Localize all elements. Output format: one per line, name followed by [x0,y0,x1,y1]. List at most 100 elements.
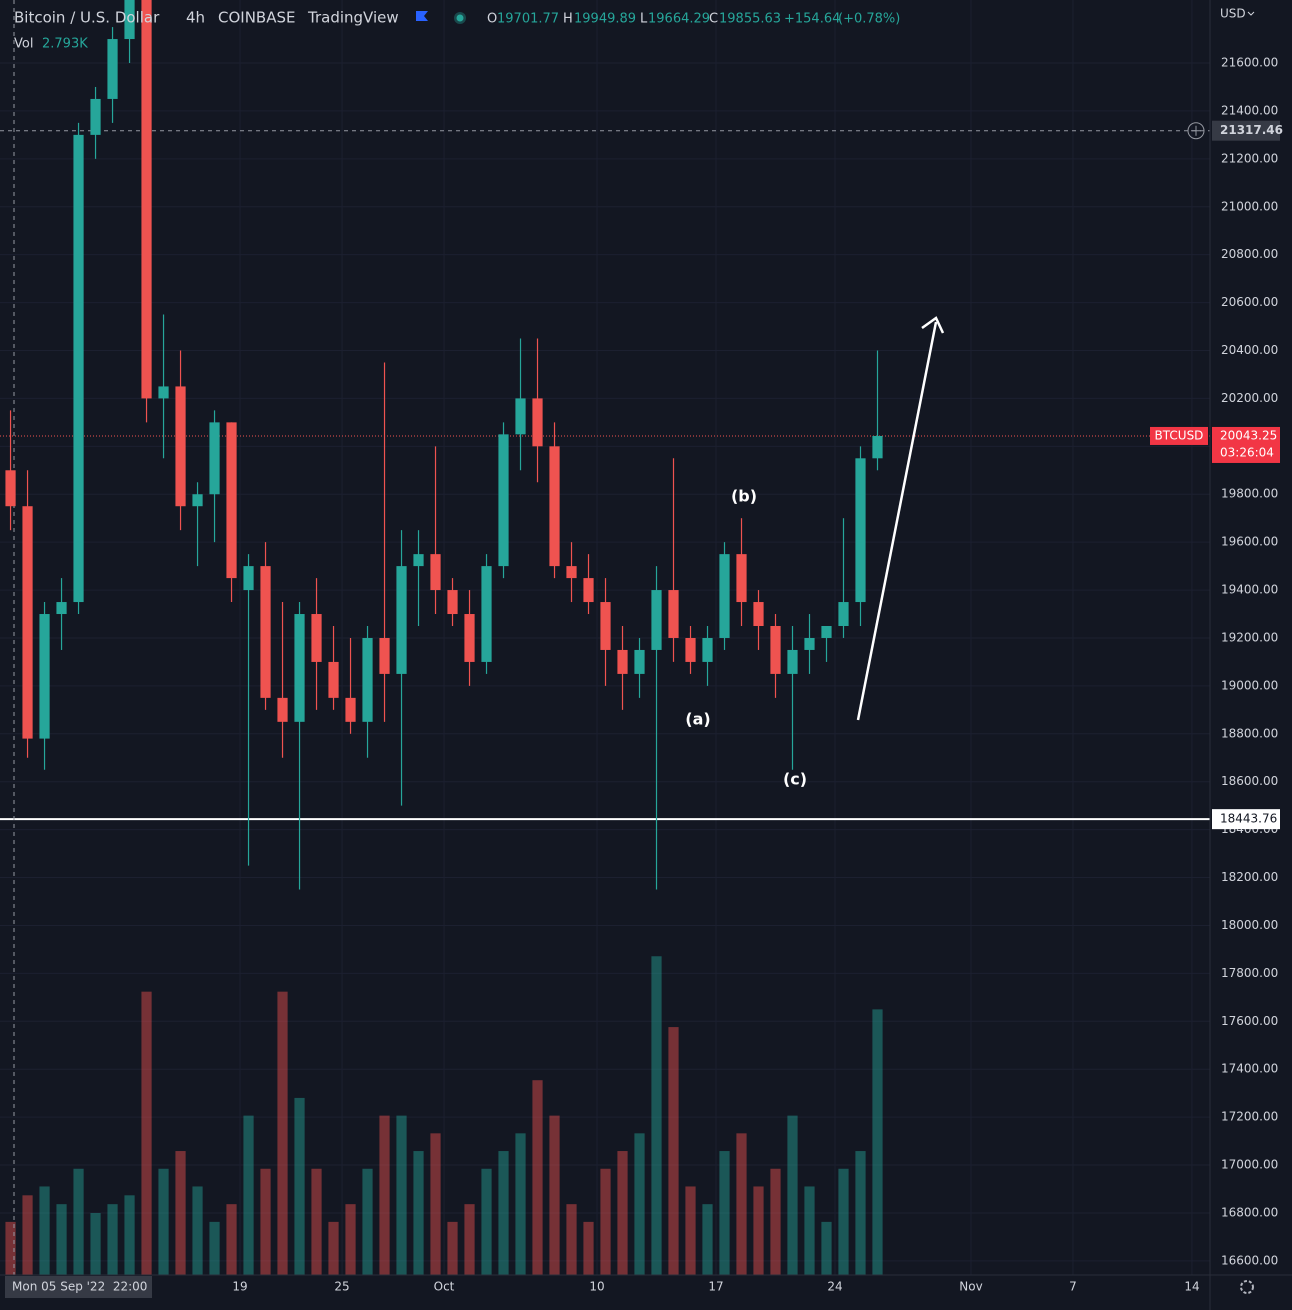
ohlc-key: H [563,12,573,27]
arrow [856,321,938,721]
volume-bar [566,1204,577,1275]
add-button[interactable] [1187,122,1205,140]
ohlc-value: 19664.29 [648,12,710,27]
y-tick-label: 19000.00 [1221,678,1278,692]
candle-body [175,386,186,507]
candle-body [158,386,169,399]
volume-bar [430,1133,441,1275]
crosshair-price-box [1212,120,1280,141]
volume-bar [498,1151,509,1275]
candle-body [719,554,730,638]
y-tick-label: 20800.00 [1221,247,1278,261]
volume-bar [821,1221,832,1275]
volume-bar [634,1133,645,1275]
ohlc-key: L [640,12,648,27]
add-button-plus [1191,125,1201,136]
volume-bar [260,1168,271,1275]
candle-body [124,0,135,40]
y-tick-label: 19800.00 [1221,487,1278,501]
volume-bar [158,1168,169,1275]
volume-bar [413,1151,424,1275]
x-tick-label: 25 [334,1280,349,1294]
candle-body [90,98,101,135]
y-tick-label: 21400.00 [1221,103,1278,117]
x-tick-label: 19 [232,1280,247,1294]
status-dot [456,14,464,22]
y-tick-label: 18800.00 [1221,726,1278,740]
candle-body [770,626,781,674]
volume-bar [294,1097,305,1275]
y-tick-label: 17600.00 [1221,1014,1278,1028]
candle-body [583,578,594,603]
x-tick-label: Oct [434,1280,455,1294]
x-tick-label: 7 [1069,1280,1077,1294]
candle-body [736,554,747,603]
y-tick-label: 17400.00 [1221,1062,1278,1076]
volume-bar [192,1186,203,1275]
annotation: (b) [731,487,757,506]
y-tick-label: 16800.00 [1221,1205,1278,1219]
change: +154.64 [784,12,840,27]
candle-body [600,602,611,650]
symbol-title: Bitcoin / U.S. Dollar [14,9,160,27]
volume-bar [872,1009,883,1275]
candle-body [651,590,662,650]
candle-body [107,39,118,99]
arrow-head [921,316,945,334]
x-tick-label: 10 [589,1280,604,1294]
candle-body [328,661,339,698]
candle-body [22,506,33,739]
candle-body [39,614,50,739]
y-tick-label: 18200.00 [1221,870,1278,884]
volume-bar [22,1195,33,1275]
volume-bar [362,1168,373,1275]
candle-body [855,458,866,603]
volume-bar [651,956,662,1275]
candle-body [430,554,441,591]
volume-bar [600,1168,611,1275]
volume-bar [141,991,152,1275]
candle-body [277,697,288,722]
x-tick-label: 24 [827,1280,842,1294]
candle-body [464,614,475,662]
interval[interactable]: 4h [186,9,205,27]
volume-bar [702,1204,713,1275]
y-tick-label: 16600.00 [1221,1253,1278,1267]
crosshair-time: Mon 05 Sep '22 22:00 [12,1280,147,1294]
volume-bar [379,1115,390,1275]
y-tick-label: 17200.00 [1221,1110,1278,1124]
ohlc-key: O [487,12,497,27]
chevron[interactable] [1247,11,1255,16]
y-tick-label: 18000.00 [1221,918,1278,932]
volume-bar [532,1080,543,1275]
candle-body [294,614,305,722]
y-tick-label: 19200.00 [1221,630,1278,644]
volume-bar [277,991,288,1275]
symbol-box [1150,426,1208,445]
volume-bar [753,1186,764,1275]
candle-body [617,649,628,674]
volume-bar [311,1168,322,1275]
candle-body [260,566,271,698]
flag-icon[interactable] [416,11,428,21]
level-box [1212,809,1280,830]
volume-bar [73,1168,84,1275]
volume-bar [668,1027,679,1275]
candle-body [141,0,152,399]
volume-bar [464,1204,475,1275]
volume-bar [39,1186,50,1275]
candle-body [345,697,356,722]
settings-icon[interactable] [1240,1280,1254,1294]
current-price-box [1212,426,1280,463]
volume-bar [328,1221,339,1275]
currency[interactable]: USD [1220,7,1246,21]
volume-bar [124,1195,135,1275]
y-tick-label: 21600.00 [1221,56,1278,70]
candle-body [549,446,560,567]
candle-body [872,435,883,459]
y-tick-label: 20200.00 [1221,391,1278,405]
candle-body [753,602,764,627]
candle-body [838,602,849,627]
volume-bar [804,1186,815,1275]
